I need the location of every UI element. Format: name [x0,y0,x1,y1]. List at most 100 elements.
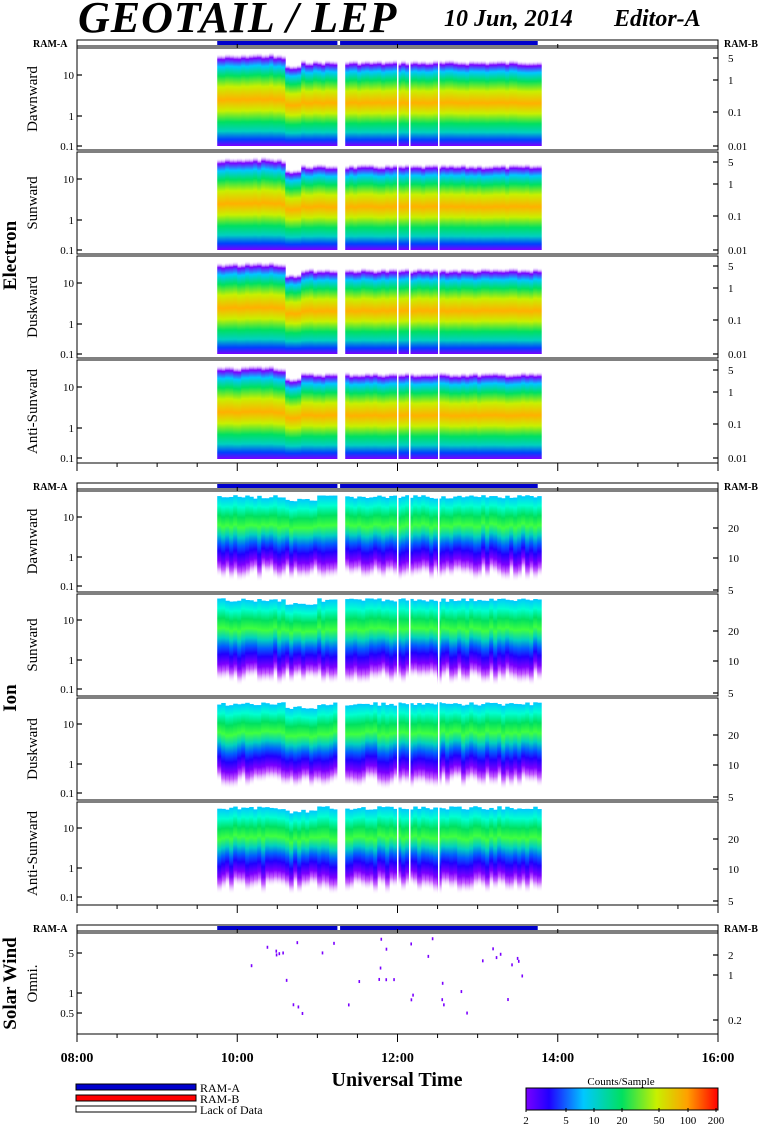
legend-label: Lack of Data [200,1103,263,1117]
spectrum-column [225,262,230,354]
legend-swatch [75,1105,197,1113]
panel-label: Dawnward [25,66,41,132]
spectrum-column [221,262,226,354]
data-point [507,998,509,1002]
spectrum-column [445,59,450,146]
data-gap [397,49,399,149]
data-point [393,978,395,982]
spectrum-column [517,268,522,354]
data-point [297,1005,300,1009]
spectrum-column [425,808,430,890]
spectrum-column [457,806,462,895]
spectrum-column [221,365,226,459]
spectrum-column [305,708,310,783]
spectrum-column [493,702,498,787]
spectrum-column [237,704,242,784]
spectrum-column [353,599,358,682]
spectrum-column [521,496,526,573]
spectrum-column [333,268,338,354]
spectrum-column [525,268,530,354]
spectrum-column [221,158,226,250]
spectrum-column [409,269,414,354]
data-gap [337,49,341,149]
spectrum-column [297,64,302,146]
spectrum-column [321,163,326,250]
spectrum-column [273,495,278,579]
spectrum-column [325,371,330,459]
spectrum-column [497,267,502,354]
spectrum-column [537,60,542,147]
spectrum-column [373,269,378,354]
spectrum-column [389,59,394,146]
x-tick-label: 12:00 [381,1051,414,1066]
spectrum-column [509,372,514,459]
spectrum-column [257,364,262,459]
spectrum-column [297,168,302,250]
data-point [333,941,335,945]
data-point [282,951,284,955]
spectrum-column [417,266,422,354]
spectrum-column [281,599,286,683]
data-gap [337,595,341,695]
spectrum-column [441,598,446,680]
spectrum-column [465,704,470,784]
data-point [275,953,278,957]
panel-label: Anti-Sunward [25,369,41,454]
spectrum-column [297,273,302,354]
spectrum-column [377,806,382,886]
spectrum-column [245,364,250,459]
spectrum-column [329,268,334,354]
spectrum-column [305,61,310,146]
spectrum-column [329,599,334,685]
spectrum-column [357,268,362,354]
spectrum-column [317,598,322,679]
spectrum-column [453,59,458,147]
spectrum-column [257,52,262,146]
spectrum-column [305,604,310,679]
spectrum-column [393,808,398,889]
spectrum-column [245,260,250,354]
right-tick-label: 20 [728,626,740,638]
spectrum-column [421,59,426,146]
spectrum-column [309,164,314,250]
spectrum-column [237,262,242,354]
left-tick-label: 10 [63,823,75,835]
spectrum-column [329,704,334,785]
spectrum-column [309,371,314,459]
spectrum-column [461,705,466,789]
spectrum-column [269,704,274,781]
data-gap [438,699,440,799]
spectrum-column [285,376,290,459]
spectrum-column [481,600,486,686]
spectrum-column [225,600,230,680]
spectrum-column [245,600,250,679]
mode-left-label: RAM-A [33,39,68,50]
spectrum-column [357,703,362,789]
spectrum-column [409,497,414,579]
spectrum-column [269,157,274,250]
colorbar-tick-label: 100 [680,1115,697,1127]
data-gap [438,257,440,357]
spectrum-column [217,704,222,782]
spectrum-column [261,53,266,147]
spectrum-column [261,155,266,250]
spectrum-column [401,372,406,459]
panel-label: Sunward [25,176,41,230]
spectrum-column [361,703,366,786]
spectrum-column [421,164,426,250]
spectrum-column [305,499,310,580]
right-tick-label: 5 [728,585,734,597]
spectrum-column [401,496,406,580]
right-tick-label: 20 [728,834,740,846]
spectrum-column [457,163,462,250]
spectrum-column [525,495,530,582]
spectrum-column [325,705,330,788]
spectrum-column [517,808,522,893]
spectrum-column [413,372,418,459]
spectrum-column [217,365,222,459]
spectrum-column [253,809,258,889]
spectrum-column [537,599,542,682]
spectrum-column [425,601,430,679]
spectrum-column [249,600,254,679]
